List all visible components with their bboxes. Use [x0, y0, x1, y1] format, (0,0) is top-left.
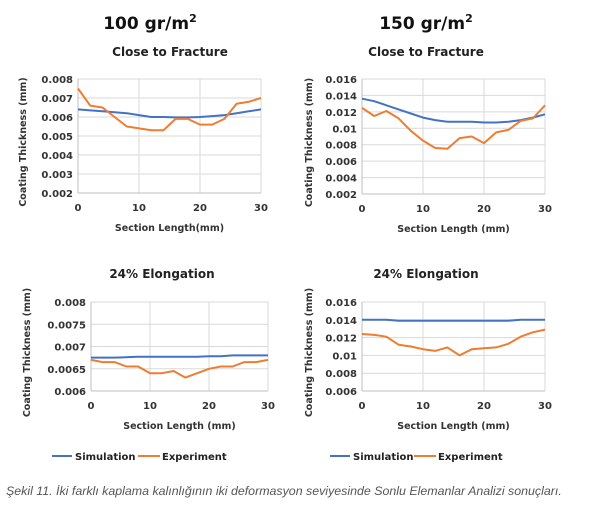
chart-title: 24% Elongation — [109, 267, 214, 281]
y-tick-label: 0.0075 — [47, 320, 86, 331]
x-tick-label: 0 — [88, 401, 95, 412]
chart-title: 24% Elongation — [373, 267, 478, 281]
y-tick-label: 0.006 — [325, 157, 357, 168]
chart-title: Close to Fracture — [368, 45, 484, 59]
y-tick-label: 0.012 — [325, 108, 357, 119]
x-axis-label: Section Length (mm) — [123, 421, 235, 432]
x-tick-label: 0 — [359, 401, 366, 412]
legend-experiment-label: Experiment — [438, 452, 503, 463]
y-tick-label: 0.008 — [54, 298, 86, 309]
column-title-150: 150 gr/m2 — [379, 12, 473, 34]
y-axis-label: Coating Thickness (mm) — [304, 288, 315, 417]
series-line-simulation — [91, 354, 268, 359]
x-tick-label: 10 — [143, 401, 157, 412]
x-tick-label: 0 — [75, 203, 82, 214]
legend-simulation-label: Simulation — [75, 452, 136, 463]
series-line-experiment — [77, 87, 262, 132]
y-tick-label: 0.016 — [325, 298, 357, 309]
series-line-experiment — [361, 328, 546, 357]
figure-caption: Şekil 11. İki farklı kaplama kalınlığını… — [6, 484, 562, 498]
y-tick-label: 0.004 — [325, 174, 357, 185]
x-tick-label: 30 — [538, 401, 552, 412]
y-tick-label: 0.002 — [325, 190, 357, 201]
y-tick-label: 0.008 — [41, 75, 73, 86]
y-tick-label: 0.007 — [54, 343, 86, 354]
x-tick-label: 10 — [132, 203, 146, 214]
series-line-simulation — [361, 97, 546, 124]
x-tick-label: 30 — [261, 401, 275, 412]
x-tick-label: 20 — [477, 401, 491, 412]
y-tick-label: 0.007 — [41, 94, 73, 105]
y-tick-label: 0.016 — [325, 75, 357, 86]
x-axis-label: Section Length(mm) — [115, 223, 224, 234]
chart-100-close-to-fracture: Close to Fracture 0.002 0.003 0.004 0.005 0.0… — [18, 45, 268, 234]
y-tick-label: 0.004 — [41, 151, 73, 162]
y-tick-label: 0.0065 — [47, 365, 86, 376]
series-line-experiment — [361, 104, 546, 150]
x-axis-label: Section Length (mm) — [397, 224, 509, 235]
chart-150-24-elongation: 24% Elongation 0.006 0.008 0.01 0.012 0.014 0.… — [304, 267, 552, 432]
chart-100-24-elongation: 24% Elongation 0.006 0.0065 0.007 0.0075 0.00… — [22, 267, 275, 432]
y-tick-label: 0.012 — [325, 334, 357, 345]
x-tick-label: 30 — [538, 204, 552, 215]
y-tick-label: 0.008 — [325, 141, 357, 152]
y-axis-label: Coating Thickness (mm) — [18, 77, 29, 206]
y-tick-label: 0.014 — [325, 91, 357, 102]
y-tick-label: 0.002 — [41, 189, 73, 200]
x-tick-label: 10 — [416, 204, 430, 215]
series-line-simulation — [362, 318, 545, 322]
y-tick-label: 0.01 — [332, 124, 357, 135]
x-tick-label: 10 — [416, 401, 430, 412]
x-axis-label: Section Length (mm) — [397, 421, 509, 432]
y-tick-label: 0.005 — [41, 132, 73, 143]
y-tick-label: 0.003 — [41, 170, 73, 181]
legend-experiment-label: Experiment — [162, 452, 227, 463]
chart-title: Close to Fracture — [112, 45, 228, 59]
y-axis-label: Coating Thickness (mm) — [304, 78, 315, 207]
y-tick-label: 0.006 — [41, 113, 73, 124]
legend-left: Simulation Experiment — [52, 452, 227, 463]
series-line-experiment — [90, 358, 269, 379]
y-tick-label: 0.006 — [325, 387, 357, 398]
legend-simulation-label: Simulation — [353, 452, 414, 463]
y-tick-label: 0.006 — [54, 387, 86, 398]
x-tick-label: 0 — [359, 204, 366, 215]
x-tick-label: 20 — [477, 204, 491, 215]
x-tick-label: 20 — [193, 203, 207, 214]
x-tick-label: 20 — [202, 401, 216, 412]
y-tick-label: 0.01 — [332, 351, 357, 362]
chart-150-close-to-fracture: Close to Fracture 0.002 0.004 0.006 0.008 0.0… — [304, 45, 552, 235]
x-tick-label: 30 — [254, 203, 268, 214]
legend-right: Simulation Experiment — [330, 452, 503, 463]
y-tick-label: 0.014 — [325, 316, 357, 327]
y-tick-label: 0.008 — [325, 369, 357, 380]
y-axis-label: Coating Thickness (mm) — [22, 288, 33, 417]
column-title-100: 100 gr/m2 — [103, 12, 197, 34]
